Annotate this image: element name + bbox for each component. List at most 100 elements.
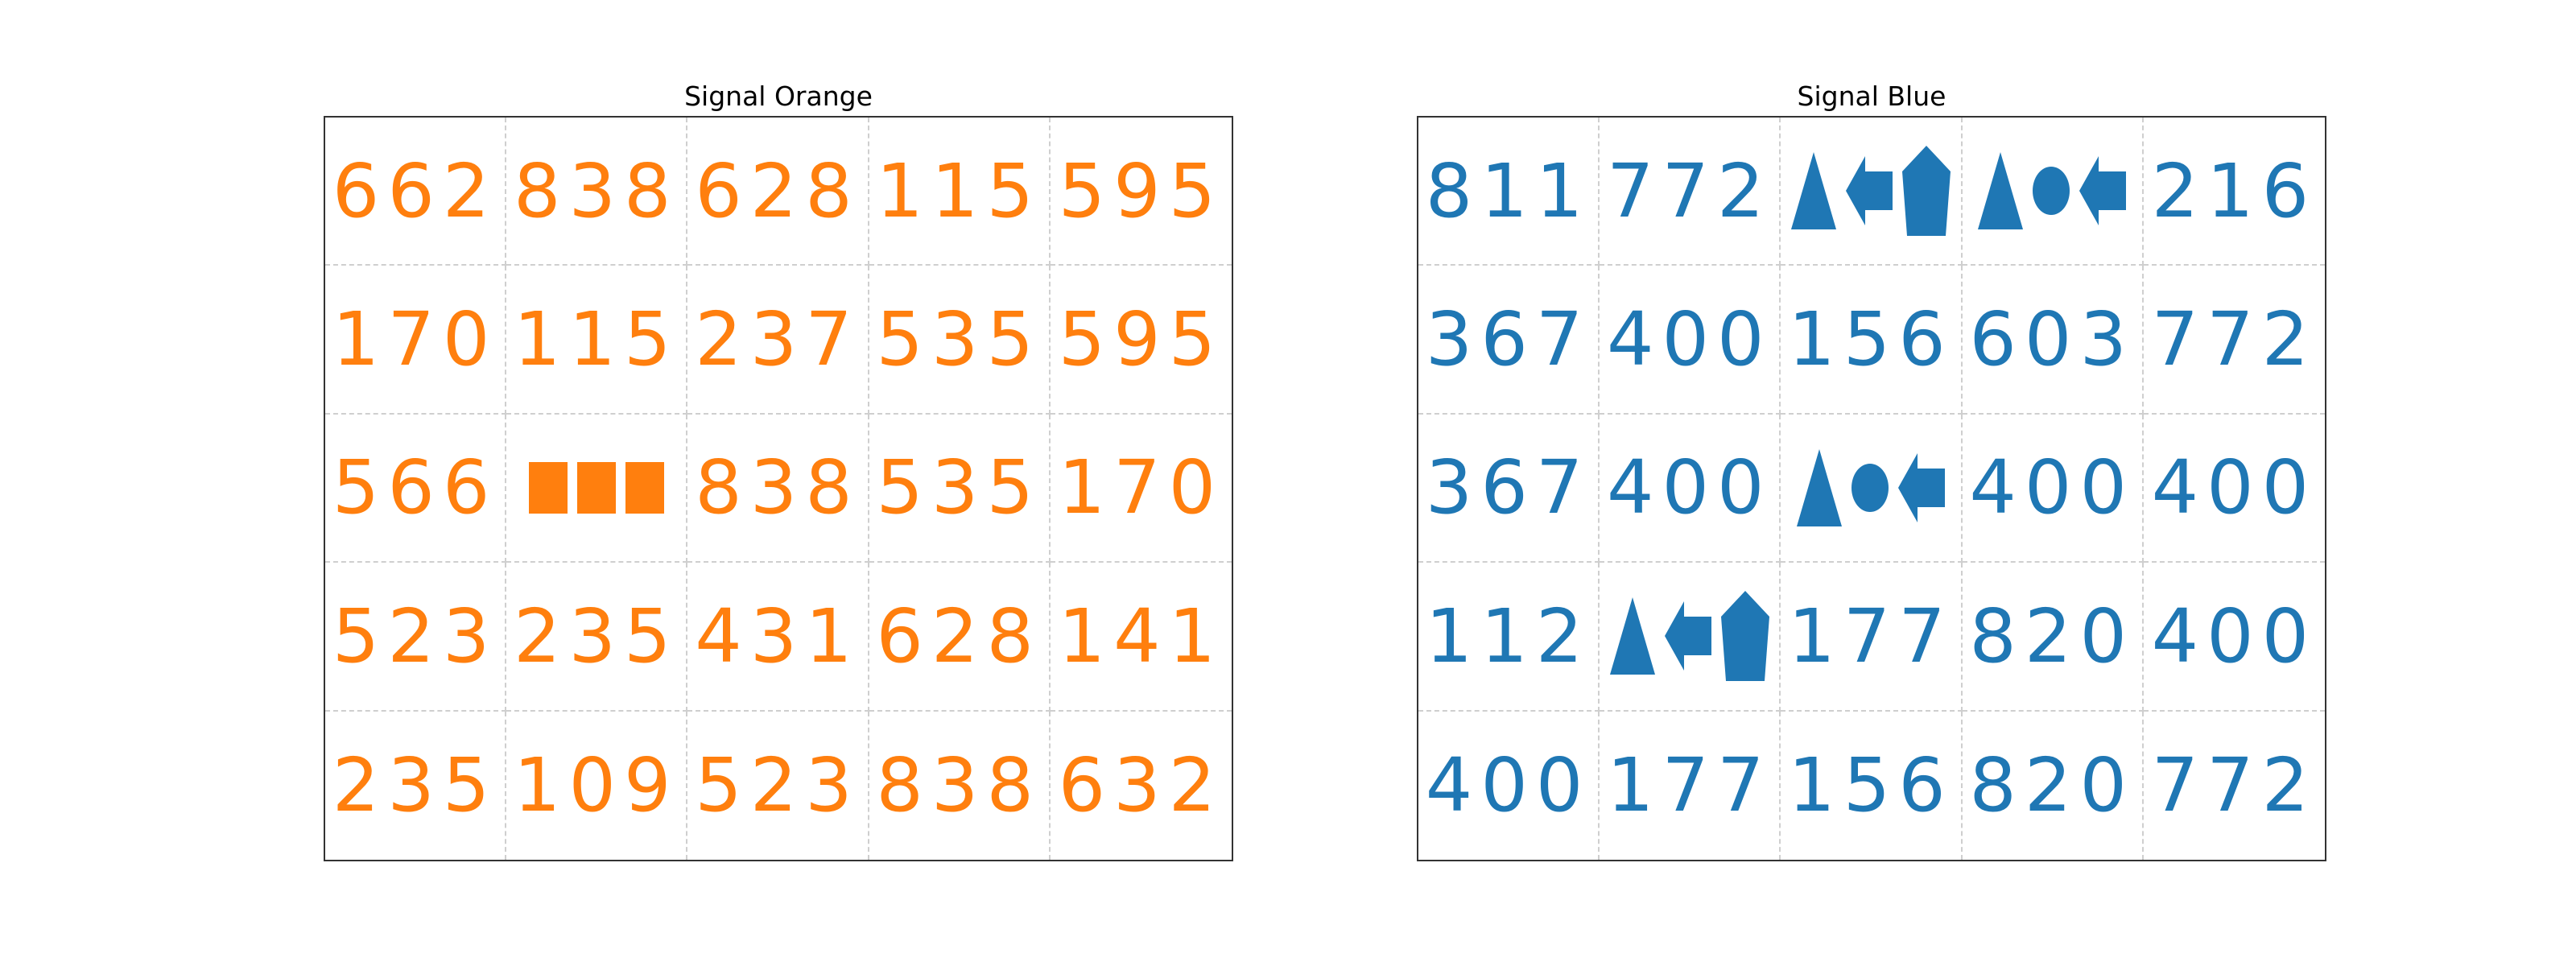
grid-cell [1781,414,1963,564]
symbol-grid: 811 772 216 367 400 156 603 772 367 400 400 400 112 1… [1417,116,2326,861]
cell-number: 156 [1788,296,1954,383]
arrow-left-icon [1897,452,1945,522]
cell-number: 628 [876,592,1042,679]
grid-cell: 772 [1600,118,1781,266]
grid-cell: 235 [325,711,507,860]
cell-number: 595 [1058,147,1224,234]
panel-title: Signal Blue [1797,80,1946,112]
grid-cell: 400 [1600,414,1781,564]
cell-number: 170 [332,296,498,383]
cell-number: 177 [1606,742,1773,829]
cell-number: 431 [695,592,861,679]
grid-cell: 400 [2143,563,2325,712]
grid-cell: 838 [869,711,1051,860]
grid-cell: 112 [1418,563,1600,712]
grid-cell: 177 [1781,563,1963,712]
cell-number: 838 [876,742,1042,829]
grid-cell: 838 [687,414,869,564]
cell-number: 235 [332,742,498,829]
grid-cell: 115 [869,118,1051,266]
grid-cell: 523 [687,711,869,860]
grid-cell: 216 [2143,118,2325,266]
grid-cell: 235 [506,563,688,712]
arrow-left-icon [1845,156,1893,226]
panel-signal-blue: Signal Blue 811 772 216 367 400 156 603 772 367 4… [1417,77,2326,861]
grid-cell [506,414,688,564]
cell-number: 632 [1058,742,1224,829]
cell-number: 177 [1788,592,1954,679]
cell-number: 595 [1058,296,1224,383]
pentagon-icon [1720,591,1769,682]
triangle-icon [1978,152,2024,230]
grid-cell: 772 [2144,712,2325,860]
grid-cell: 632 [1051,712,1232,860]
square-icon [576,461,616,514]
grid-cell [1600,563,1781,712]
cell-number: 367 [1425,296,1591,383]
grid-cell: 811 [1418,118,1600,266]
arrow-left-icon [2079,156,2127,226]
cell-number: 400 [1606,444,1773,531]
cell-number: 566 [332,444,498,531]
cell-number: 216 [2151,147,2318,234]
cell-number: 115 [876,147,1042,234]
cell-number: 662 [332,147,498,234]
grid-cell: 156 [1781,266,1963,415]
square-icon [625,461,664,514]
cell-number: 772 [1606,147,1773,234]
grid-cell: 431 [687,563,869,712]
grid-cell: 400 [1600,266,1781,415]
cell-number: 838 [513,147,679,234]
cell-number: 237 [695,296,861,383]
grid-cell: 566 [325,414,507,564]
cell-number: 367 [1425,444,1591,531]
cell-number: 535 [876,444,1042,531]
cell-number: 400 [1606,296,1773,383]
ellipse-icon [1851,463,1889,512]
grid-cell: 177 [1600,711,1781,860]
cell-number: 112 [1425,592,1591,679]
cell-number: 811 [1425,147,1591,234]
cell-number: 109 [513,742,679,829]
grid-cell: 820 [1963,711,2144,860]
grid-cell: 367 [1418,414,1600,564]
cell-number: 772 [2151,296,2318,383]
grid-cell: 628 [869,563,1051,712]
cell-number: 115 [513,296,679,383]
triangle-icon [1790,152,1836,230]
grid-cell [1962,118,2144,266]
grid-cell: 367 [1418,266,1600,415]
cell-number: 523 [332,592,498,679]
cell-number: 141 [1058,592,1224,679]
grid-cell: 595 [1050,118,1232,266]
square-icon [528,461,568,514]
arrow-left-icon [1664,601,1711,671]
grid-cell: 109 [506,711,688,860]
cell-number: 838 [695,444,861,531]
pentagon-icon [1901,146,1951,237]
cell-number: 820 [1969,592,2135,679]
grid-cell: 535 [869,414,1051,564]
grid-cell: 820 [1962,563,2144,712]
triangle-icon [1796,448,1842,526]
grid-cell: 170 [1050,415,1232,564]
cell-number: 535 [876,296,1042,383]
cell-number: 603 [1969,296,2135,383]
cell-number: 400 [1969,444,2135,531]
grid-cell: 628 [687,118,869,266]
grid-cell [1781,118,1963,266]
grid-cell: 115 [506,266,688,415]
grid-cell: 400 [2143,415,2325,564]
grid-cell: 662 [325,118,507,266]
cell-number: 400 [1425,742,1591,829]
symbol-grid: 662 838 628 115 595 170 115 237 535 595 566 838 535 1… [324,116,1233,861]
cell-number: 400 [2151,444,2318,531]
grid-cell: 400 [1962,414,2144,564]
grid-cell: 603 [1962,266,2144,415]
grid-cell: 141 [1050,563,1232,712]
cell-number: 523 [695,742,861,829]
cell-number: 235 [513,592,679,679]
grid-cell: 838 [506,118,688,266]
panel-signal-orange: Signal Orange 662 838 628 115 595 170 115 237 53… [324,77,1233,861]
grid-cell: 772 [2143,266,2325,415]
